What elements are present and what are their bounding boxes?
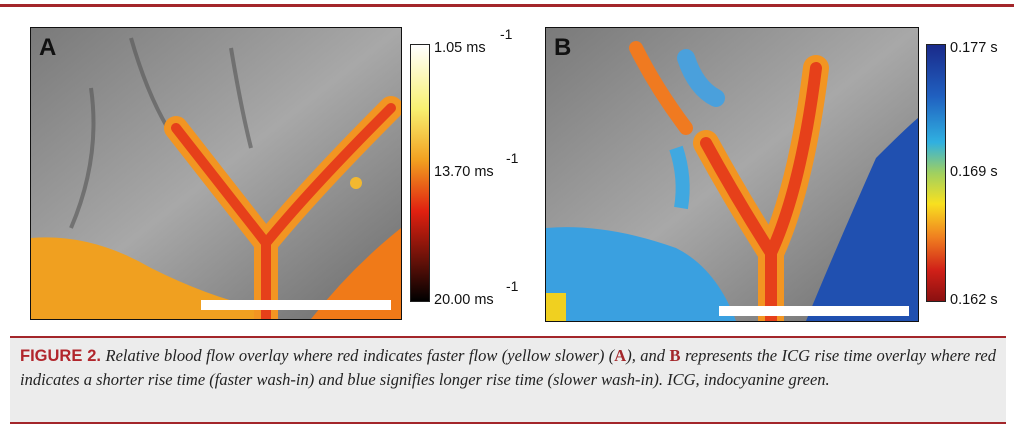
panel-label: B (554, 34, 572, 61)
top-rule (0, 4, 1014, 7)
colorbar (926, 44, 946, 302)
colorbar-tick-label: 1.05 ms (434, 40, 486, 56)
panel-reference: B (669, 346, 681, 365)
tick-exponent: -1 (500, 26, 513, 42)
colorbar-tick-label: 20.00 ms (434, 292, 494, 308)
caption-text: represents the ICG rise time overlay whe… (20, 346, 997, 389)
colorbar-tick-label: 0.162 s (950, 292, 998, 308)
tick-exponent: -1 (506, 150, 519, 166)
flow-overlay-image (31, 28, 401, 319)
colorbar (410, 44, 430, 302)
tick-exponent: -1 (506, 278, 519, 294)
rise-time-overlay-image (546, 28, 918, 321)
figure-number: FIGURE 2. (20, 347, 102, 365)
figure-caption: FIGURE 2. Relative blood flow overlay wh… (10, 336, 1006, 424)
colorbar-tick-label: 0.177 s (950, 40, 998, 56)
colorbar-tick-label: 13.70 ms (434, 164, 494, 180)
caption-text: Relative blood flow overlay where red in… (105, 346, 615, 365)
panel-image: A (30, 27, 402, 320)
panel-label: A (39, 34, 57, 61)
caption-text: ), and (626, 346, 670, 365)
colorbar-tick-label: 0.169 s (950, 164, 998, 180)
panel-reference: A (614, 346, 627, 365)
panel-image: B (545, 27, 919, 322)
